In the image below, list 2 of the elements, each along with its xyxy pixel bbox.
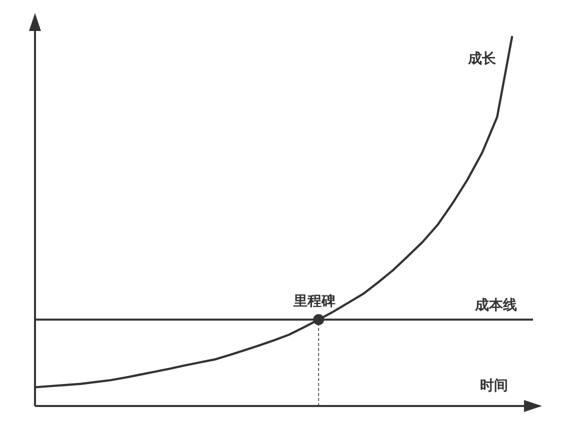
xlabel: 时间 (480, 378, 508, 394)
annotation: 里程碑 (294, 294, 336, 310)
